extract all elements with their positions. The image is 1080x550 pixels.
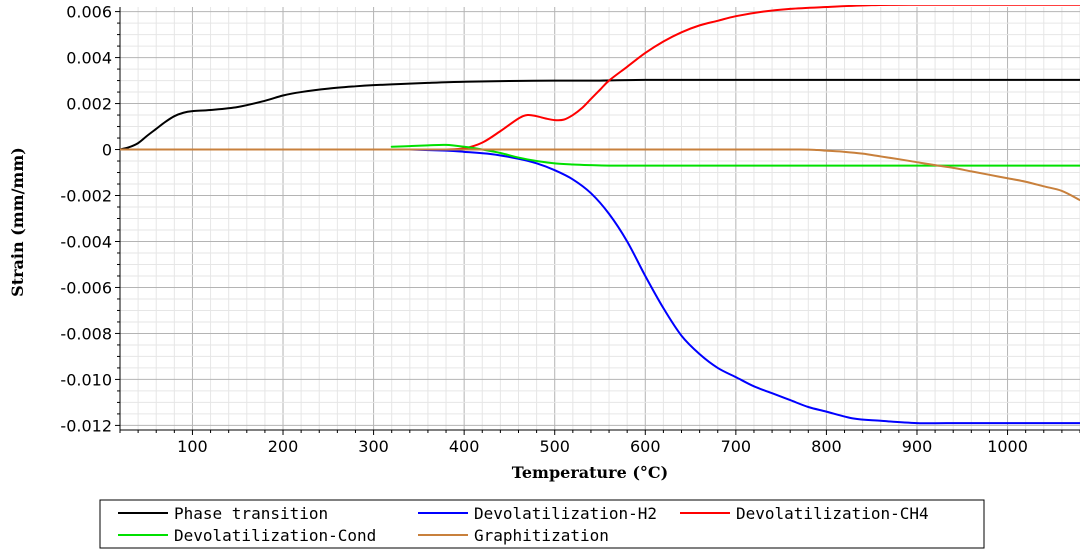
x-tick-label: 500 bbox=[539, 437, 570, 456]
x-tick-labels: 100 200 300 400 500 600 700 800 900 1000 bbox=[177, 437, 1028, 456]
series-lines bbox=[120, 5, 1080, 425]
y-tick-label: -0.002 bbox=[60, 187, 112, 206]
y-tick-label: -0.010 bbox=[60, 370, 112, 389]
series-line-devolatilization-cond bbox=[390, 143, 1080, 167]
x-tick-label: 900 bbox=[902, 437, 933, 456]
legend-label: Devolatilization-Cond bbox=[174, 526, 376, 545]
legend-item: Graphitization bbox=[418, 526, 609, 545]
grid bbox=[119, 7, 1080, 430]
legend-box bbox=[99, 499, 985, 549]
y-tick-label: -0.006 bbox=[60, 278, 112, 297]
y-tick-labels: 0.006 0.004 0.002 0 -0.002 -0.004 -0.006 -0.008… bbox=[60, 3, 112, 436]
series-line-devolatilization-h2 bbox=[408, 148, 1080, 425]
y-tick-label: -0.012 bbox=[60, 416, 112, 435]
series-line-phase-transition bbox=[120, 78, 1080, 151]
x-tick-label: 700 bbox=[721, 437, 752, 456]
y-tick-label: 0.002 bbox=[66, 95, 112, 114]
x-tick-label: 100 bbox=[177, 437, 208, 456]
legend-label: Devolatilization-H2 bbox=[474, 504, 657, 523]
x-tick-label: 1000 bbox=[987, 437, 1028, 456]
axes bbox=[115, 7, 1080, 435]
legend-item: Devolatilization-H2 bbox=[418, 504, 657, 523]
legend-label: Devolatilization-CH4 bbox=[736, 504, 929, 523]
series-line-devolatilization-ch4 bbox=[445, 5, 1080, 151]
legend-label: Graphitization bbox=[474, 526, 609, 545]
x-tick-label: 800 bbox=[811, 437, 842, 456]
legend-item: Phase transition bbox=[118, 504, 328, 523]
x-axis-title: Temperature (°C) bbox=[512, 463, 668, 482]
y-axis-title: Strain (mm/mm) bbox=[8, 147, 27, 297]
legend-item: Devolatilization-CH4 bbox=[680, 504, 929, 523]
y-tick-label: 0.006 bbox=[66, 3, 112, 22]
legend-item: Devolatilization-Cond bbox=[118, 526, 376, 545]
series-line-graphitization bbox=[120, 148, 1080, 202]
y-tick-label: 0.004 bbox=[66, 49, 112, 68]
x-tick-label: 600 bbox=[630, 437, 661, 456]
x-tick-label: 200 bbox=[268, 437, 299, 456]
legend-label: Phase transition bbox=[174, 504, 328, 523]
y-tick-label: -0.004 bbox=[60, 232, 112, 251]
legend: Phase transition Devolatilization-H2 Devol… bbox=[99, 499, 985, 549]
y-tick-label: 0 bbox=[102, 141, 112, 160]
x-tick-label: 400 bbox=[449, 437, 480, 456]
x-tick-label: 300 bbox=[358, 437, 389, 456]
y-tick-label: -0.008 bbox=[60, 324, 112, 343]
